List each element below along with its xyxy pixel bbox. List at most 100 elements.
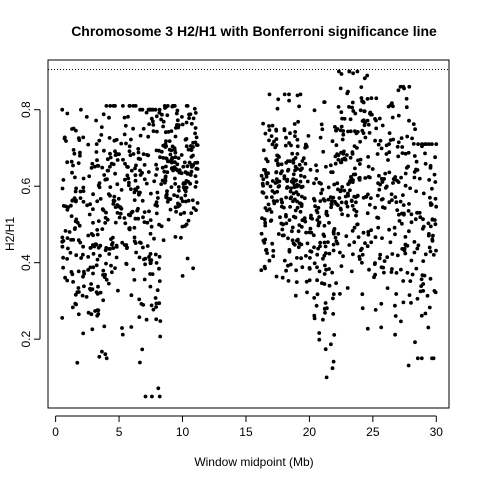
data-point (403, 251, 408, 256)
data-point (363, 135, 368, 140)
data-point (269, 210, 274, 214)
data-point (330, 366, 335, 371)
data-point (324, 375, 329, 380)
data-point (263, 220, 268, 225)
data-point (142, 277, 147, 282)
data-point (299, 256, 303, 261)
data-point (300, 159, 305, 163)
data-point (426, 233, 431, 238)
data-point (286, 236, 290, 241)
data-point (142, 220, 147, 225)
data-point (415, 210, 419, 215)
data-point (350, 203, 355, 208)
data-point (285, 185, 290, 189)
data-point (166, 217, 171, 222)
data-point (90, 327, 95, 332)
data-point (287, 249, 292, 254)
data-point (414, 159, 419, 164)
data-point (76, 286, 81, 290)
data-point (193, 131, 198, 136)
data-point (174, 126, 178, 130)
data-point (98, 197, 103, 201)
data-point (180, 224, 185, 229)
data-point (287, 141, 291, 145)
data-point (284, 221, 289, 226)
data-point (394, 200, 399, 205)
data-point (354, 213, 358, 218)
data-point (180, 199, 185, 204)
data-point (340, 116, 344, 121)
data-point (148, 252, 153, 256)
data-point (430, 237, 435, 242)
data-point (355, 222, 360, 227)
data-point (272, 139, 276, 144)
data-point (121, 157, 125, 162)
data-point (97, 181, 102, 186)
data-point (191, 266, 196, 271)
data-point (122, 132, 127, 137)
data-point (78, 153, 82, 158)
data-point (366, 155, 370, 159)
data-point (353, 166, 357, 171)
data-point (391, 181, 395, 185)
data-point (151, 129, 156, 134)
data-point (333, 235, 338, 240)
data-point (129, 187, 133, 192)
data-point (377, 256, 382, 261)
data-point (407, 293, 412, 297)
data-point (394, 292, 399, 296)
data-point (419, 356, 424, 361)
data-point (189, 121, 194, 126)
data-point (189, 148, 194, 153)
data-point (118, 211, 123, 216)
data-point (195, 201, 200, 205)
data-point (131, 126, 136, 131)
data-point (369, 240, 374, 245)
data-point (295, 183, 299, 187)
data-point (145, 220, 150, 225)
data-point (86, 255, 91, 259)
data-point (154, 114, 159, 119)
x-axis: 0 5 10 15 20 25 30 (52, 415, 444, 439)
data-point (172, 165, 177, 170)
data-point (390, 115, 395, 120)
data-point (367, 267, 371, 272)
data-point (284, 195, 288, 200)
data-point (100, 349, 104, 354)
data-point (336, 157, 341, 162)
data-point (304, 254, 308, 258)
data-point (390, 252, 395, 256)
data-point (263, 131, 268, 136)
data-point (167, 139, 172, 144)
data-point (269, 134, 274, 139)
data-point (286, 263, 290, 268)
data-point (303, 142, 308, 147)
data-point (173, 150, 178, 155)
data-point (81, 189, 86, 194)
data-point (105, 217, 110, 222)
data-point (407, 202, 411, 206)
data-point (74, 186, 78, 191)
data-point (293, 164, 298, 169)
x-tick-label: 0 (52, 425, 59, 439)
data-point (291, 172, 296, 177)
data-point (169, 185, 174, 190)
data-point (193, 111, 198, 115)
data-point (401, 193, 405, 198)
data-point (375, 193, 380, 198)
data-point (320, 187, 325, 192)
data-point (144, 317, 149, 322)
data-point (61, 204, 66, 208)
data-point (299, 204, 304, 209)
data-point (291, 180, 296, 185)
data-point (286, 279, 291, 283)
data-point (295, 152, 300, 156)
data-point (267, 92, 272, 97)
data-point (409, 212, 414, 217)
x-tick-label: 30 (430, 425, 444, 439)
data-point (68, 250, 73, 255)
data-point (334, 281, 338, 285)
data-point (128, 153, 133, 158)
data-point (165, 170, 170, 175)
data-point (405, 270, 410, 275)
